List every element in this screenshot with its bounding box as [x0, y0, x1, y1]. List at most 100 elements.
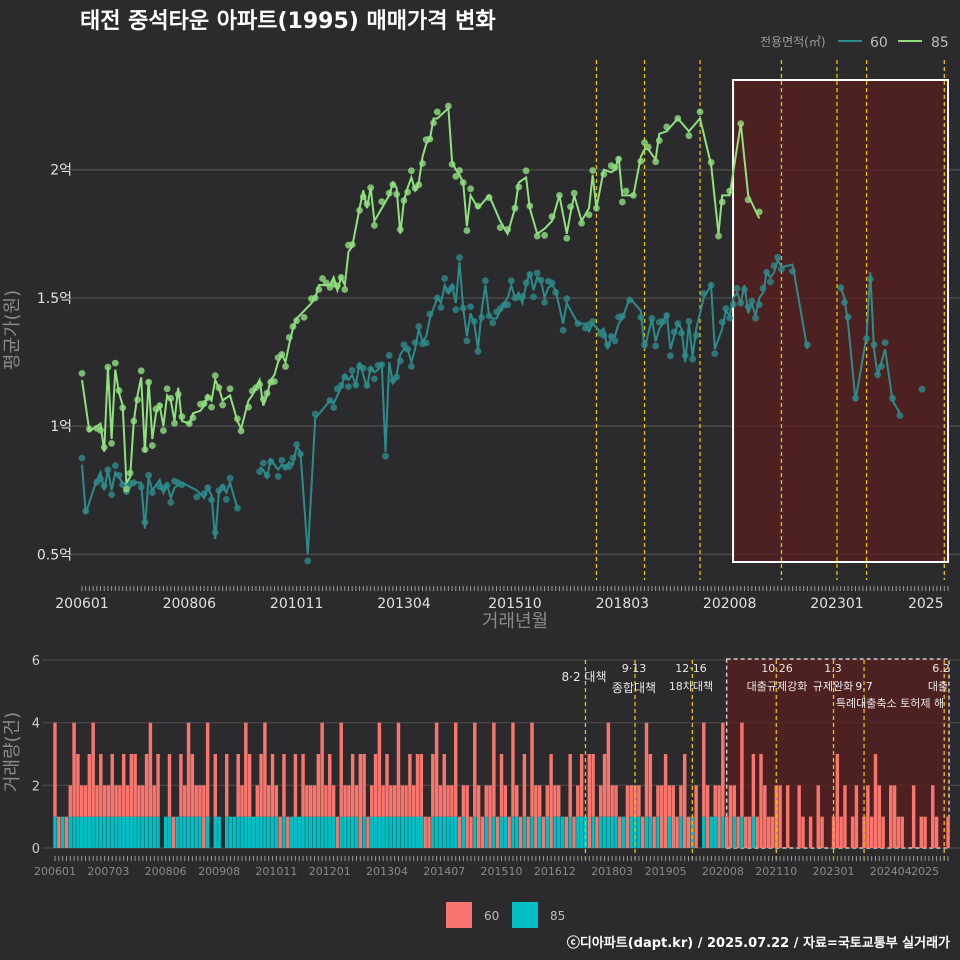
price-point	[552, 289, 560, 296]
price-point	[163, 481, 171, 489]
volume-bar-60	[87, 754, 92, 817]
price-x-ticks: 200601 200806 201011 201304 201510 201803 2020…	[55, 596, 943, 612]
volume-bar-85	[484, 816, 488, 848]
price-point	[407, 167, 415, 175]
policy-label-6b: 특례대출축소 토허제 해	[836, 696, 944, 710]
price-point	[341, 373, 349, 381]
volume-bar-60	[343, 785, 347, 817]
price-point	[478, 313, 486, 321]
volume-bar-60	[568, 754, 572, 817]
price-x-tick-label: 201803	[596, 596, 649, 612]
price-point	[404, 345, 412, 353]
price-point	[200, 490, 208, 497]
price-point	[537, 276, 545, 284]
price-point	[219, 483, 227, 491]
price-point	[393, 190, 400, 198]
volume-bar-60	[808, 816, 813, 848]
volume-bar-85	[328, 816, 332, 848]
price-point	[337, 382, 345, 389]
volume-bar-85	[583, 816, 588, 848]
price-point	[778, 265, 785, 273]
price-x-tick-label: 200601	[55, 596, 108, 612]
volume-bar-60	[76, 754, 80, 817]
price-point	[411, 339, 419, 347]
price-point	[840, 298, 848, 306]
volume-bar-60	[156, 754, 160, 817]
price-x-tick-label: 2025	[908, 596, 944, 612]
volume-bar-60	[526, 816, 530, 848]
price-point	[526, 271, 534, 278]
price-point	[744, 196, 752, 204]
price-y-tick-label: 2억	[50, 163, 72, 179]
volume-bar-85	[240, 816, 244, 848]
price-point	[604, 341, 611, 349]
volume-y-tick-label: 6	[32, 654, 40, 669]
volume-bar-60	[186, 722, 191, 817]
price-point	[385, 352, 393, 359]
price-point	[226, 474, 234, 482]
price-point	[356, 207, 363, 214]
price-point	[108, 491, 116, 499]
volume-bar-85	[87, 816, 92, 848]
price-point	[718, 198, 726, 206]
volume-bar-60	[644, 722, 649, 817]
volume-bar-60	[572, 816, 576, 848]
volume-x-tick-label: 201612	[534, 865, 576, 878]
volume-bar-85	[400, 816, 404, 848]
price-point	[415, 323, 423, 330]
price-point	[593, 204, 600, 212]
volume-bar-60	[64, 816, 69, 848]
volume-bar-60	[675, 816, 679, 848]
price-point	[300, 313, 308, 321]
price-x-tick-label: 200806	[163, 596, 217, 612]
volume-bar-85	[213, 816, 217, 848]
volume-bar-60	[667, 785, 672, 817]
volume-bar-60	[473, 722, 477, 817]
price-point	[674, 320, 682, 327]
price-point	[748, 297, 756, 305]
volume-bar-60	[461, 785, 466, 817]
volume-bar-60	[263, 722, 267, 817]
price-point	[185, 420, 193, 427]
volume-bar-60	[545, 785, 550, 817]
volume-bar-85	[606, 816, 611, 848]
volume-bar-60	[194, 785, 198, 817]
price-point	[559, 326, 567, 334]
volume-bar-60	[278, 816, 282, 848]
price-point	[115, 387, 123, 395]
price-point	[852, 394, 859, 402]
price-y-tick-label: 1억	[50, 419, 72, 435]
price-point	[437, 304, 445, 311]
price-point	[415, 181, 423, 189]
price-y-ticks: 0.5억 1억 1.5억 2억	[37, 163, 72, 564]
volume-bar-85	[163, 816, 168, 848]
price-point	[600, 331, 608, 339]
price-point	[341, 286, 349, 293]
price-point	[171, 419, 178, 427]
price-point	[234, 415, 241, 423]
price-point	[870, 341, 878, 349]
legend2-swatch-60	[446, 902, 472, 928]
price-point	[148, 442, 156, 449]
volume-bar-85	[438, 816, 443, 848]
volume-bar-60	[247, 754, 252, 817]
volume-bar-60	[392, 785, 397, 817]
volume-bar-85	[232, 816, 237, 848]
volume-bar-60	[202, 785, 206, 848]
volume-bar-85	[621, 816, 626, 848]
volume-bar-60	[95, 785, 99, 817]
price-point	[663, 312, 671, 319]
price-point	[111, 359, 119, 367]
volume-x-tick-label: 201905	[645, 865, 687, 878]
volume-bar-85	[579, 816, 584, 848]
volume-bar-60	[786, 785, 790, 848]
volume-bar-60	[320, 722, 324, 817]
price-point	[507, 277, 515, 285]
price-point	[763, 268, 771, 276]
price-point	[167, 394, 175, 402]
price-point	[622, 187, 630, 195]
policy-label-3a: 12·16	[675, 662, 707, 675]
price-point	[696, 108, 704, 116]
volume-x-tick-label: 202301	[813, 865, 855, 878]
policy-label-7a: 6.2	[932, 662, 950, 675]
